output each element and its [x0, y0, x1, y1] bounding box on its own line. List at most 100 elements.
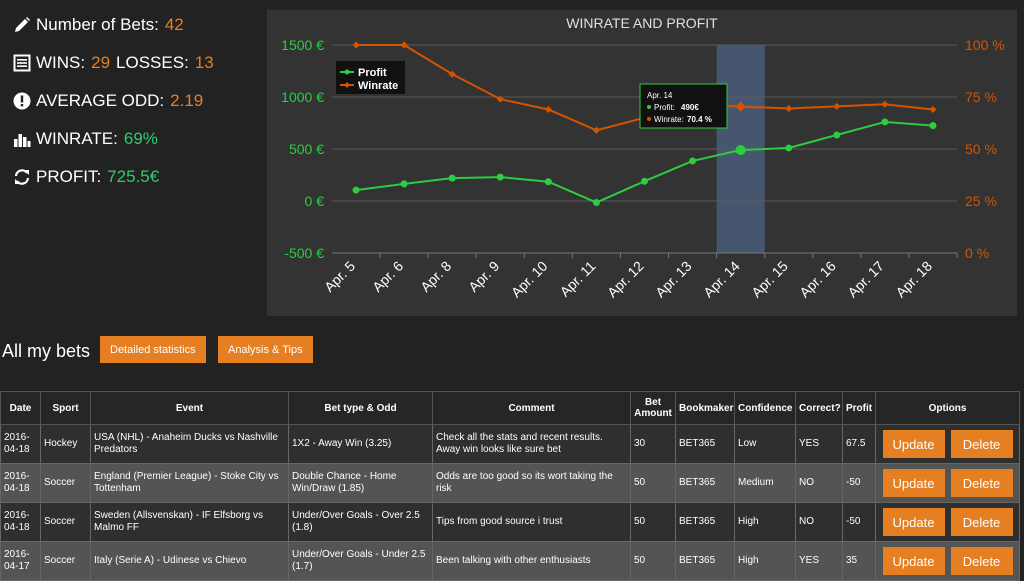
cell-amount: 50 [630, 463, 676, 503]
profit-point [881, 118, 889, 126]
wins-value: 29 [91, 53, 111, 72]
stat-wins-losses: WINS: 29 LOSSES: 13 [10, 44, 260, 82]
update-button[interactable]: Update [882, 469, 945, 497]
cell-bookmaker: BET365 [675, 502, 735, 542]
cell-sport: Soccer [40, 541, 91, 581]
profit-point [785, 144, 793, 152]
profit-point [689, 157, 697, 165]
profit-point [352, 186, 360, 194]
cell-bookmaker: BET365 [675, 463, 735, 503]
cell-date: 2016-04-18 [0, 463, 41, 503]
table-row: 2016-04-18 Hockey USA (NHL) - Anaheim Du… [0, 424, 1020, 464]
x-tick-label: Apr. 8 [417, 258, 454, 295]
stat-number-of-bets: Number of Bets: 42 [10, 6, 260, 44]
cell-bet: Double Chance - Home Win/Draw (1.85) [288, 463, 433, 503]
exclamation-circle-icon [10, 90, 34, 112]
analysis-tips-button[interactable]: Analysis & Tips [218, 336, 313, 363]
delete-button[interactable]: Delete [950, 469, 1013, 497]
table-row: 2016-04-17 Soccer Italy (Serie A) - Udin… [0, 541, 1020, 581]
chart-title: WINRATE AND PROFIT [566, 15, 718, 31]
chart-svg: -500 € 0 € 500 € 1000 € 1500 € 0 % 25 % 50 % 75 … [281, 15, 1005, 301]
th-bet-amount: Bet Amount [630, 391, 676, 425]
y-right-tick-label: 25 % [965, 193, 997, 209]
x-tick-label: Apr. 16 [796, 258, 839, 301]
winrate-point [496, 95, 504, 103]
tooltip-box [639, 83, 728, 129]
cell-amount: 50 [630, 541, 676, 581]
x-tick-label: Apr. 11 [557, 258, 599, 300]
cell-sport: Soccer [40, 463, 91, 503]
delete-button[interactable]: Delete [950, 430, 1013, 458]
cell-options: Update Delete [875, 424, 1020, 464]
x-tick-label: Apr. 13 [652, 258, 695, 301]
profit-value: 725.5€ [107, 167, 160, 186]
delete-button[interactable]: Delete [950, 547, 1013, 575]
avg-value: 2.19 [170, 91, 204, 110]
stats-panel: Number of Bets: 42 WINS: 29 LOSSES: 13 A… [10, 6, 260, 196]
y-left-tick-label: 1500 € [281, 37, 324, 53]
x-tick-label: Apr. 6 [369, 258, 406, 295]
y-right-tick-label: 0 % [965, 245, 989, 261]
tooltip-profit-label: Profit: [654, 103, 675, 112]
winrate-point [400, 41, 408, 49]
tooltip-profit-value: 490€ [681, 103, 699, 112]
cell-profit: 67.5 [842, 424, 876, 464]
th-confidence: Confidence [734, 391, 796, 425]
cell-amount: 30 [630, 424, 676, 464]
winrate-value: 69% [123, 129, 158, 148]
update-button[interactable]: Update [882, 547, 945, 575]
legend-marker [344, 69, 350, 75]
th-bookmaker: Bookmaker [675, 391, 735, 425]
winrate-point [833, 102, 841, 110]
profit-point [496, 173, 504, 181]
cell-bookmaker: BET365 [675, 541, 735, 581]
y-left-tick-label: 500 € [289, 141, 324, 157]
cell-bookmaker: BET365 [675, 424, 735, 464]
cell-amount: 50 [630, 502, 676, 542]
winrate-point [881, 100, 889, 108]
bets-label: Number of Bets: [36, 15, 159, 34]
cell-date: 2016-04-18 [0, 424, 41, 464]
cell-comment: Tips from good source i trust [432, 502, 631, 542]
cell-bet: 1X2 - Away Win (3.25) [288, 424, 433, 464]
profit-point [929, 122, 937, 130]
losses-value: 13 [194, 53, 214, 72]
profit-point [833, 131, 841, 139]
cell-options: Update Delete [875, 502, 1020, 542]
update-button[interactable]: Update [882, 508, 945, 536]
th-profit: Profit [842, 391, 876, 425]
cell-correct: YES [795, 424, 843, 464]
tooltip-winrate-label: Winrate: [654, 115, 684, 124]
cell-confidence: High [734, 541, 796, 581]
cell-bet: Under/Over Goals - Over 2.5 (1.8) [288, 502, 433, 542]
cell-event: Italy (Serie A) - Udinese vs Chievo [90, 541, 289, 581]
table-header-row: Date Sport Event Bet type & Odd Comment … [0, 391, 1020, 425]
bar-chart-icon [10, 128, 34, 150]
pencil-icon [10, 14, 34, 36]
y-left-tick-label: -500 € [284, 245, 324, 261]
delete-button[interactable]: Delete [950, 508, 1013, 536]
th-options: Options [875, 391, 1020, 425]
profit-label: PROFIT: [36, 167, 102, 186]
cell-sport: Soccer [40, 502, 91, 542]
cell-confidence: High [734, 502, 796, 542]
detailed-statistics-button[interactable]: Detailed statistics [100, 336, 206, 363]
cell-bet: Under/Over Goals - Under 2.5 (1.7) [288, 541, 433, 581]
profit-point [448, 174, 456, 182]
th-correct: Correct? [795, 391, 843, 425]
tooltip-profit-marker [647, 105, 651, 109]
bets-value: 42 [164, 15, 184, 34]
y-right-tick-label: 75 % [965, 89, 997, 105]
x-tick-label: Apr. 10 [508, 258, 551, 301]
cell-date: 2016-04-18 [0, 502, 41, 542]
y-left-tick-label: 1000 € [281, 89, 324, 105]
cell-event: England (Premier League) - Stoke City vs… [90, 463, 289, 503]
update-button[interactable]: Update [882, 430, 945, 458]
section-title: All my bets [2, 341, 91, 361]
cell-correct: NO [795, 502, 843, 542]
cell-profit: -50 [842, 463, 876, 503]
x-tick-label: Apr. 17 [844, 258, 887, 301]
th-sport: Sport [40, 391, 91, 425]
x-tick-label: Apr. 5 [321, 258, 358, 295]
winrate-point [352, 41, 360, 49]
